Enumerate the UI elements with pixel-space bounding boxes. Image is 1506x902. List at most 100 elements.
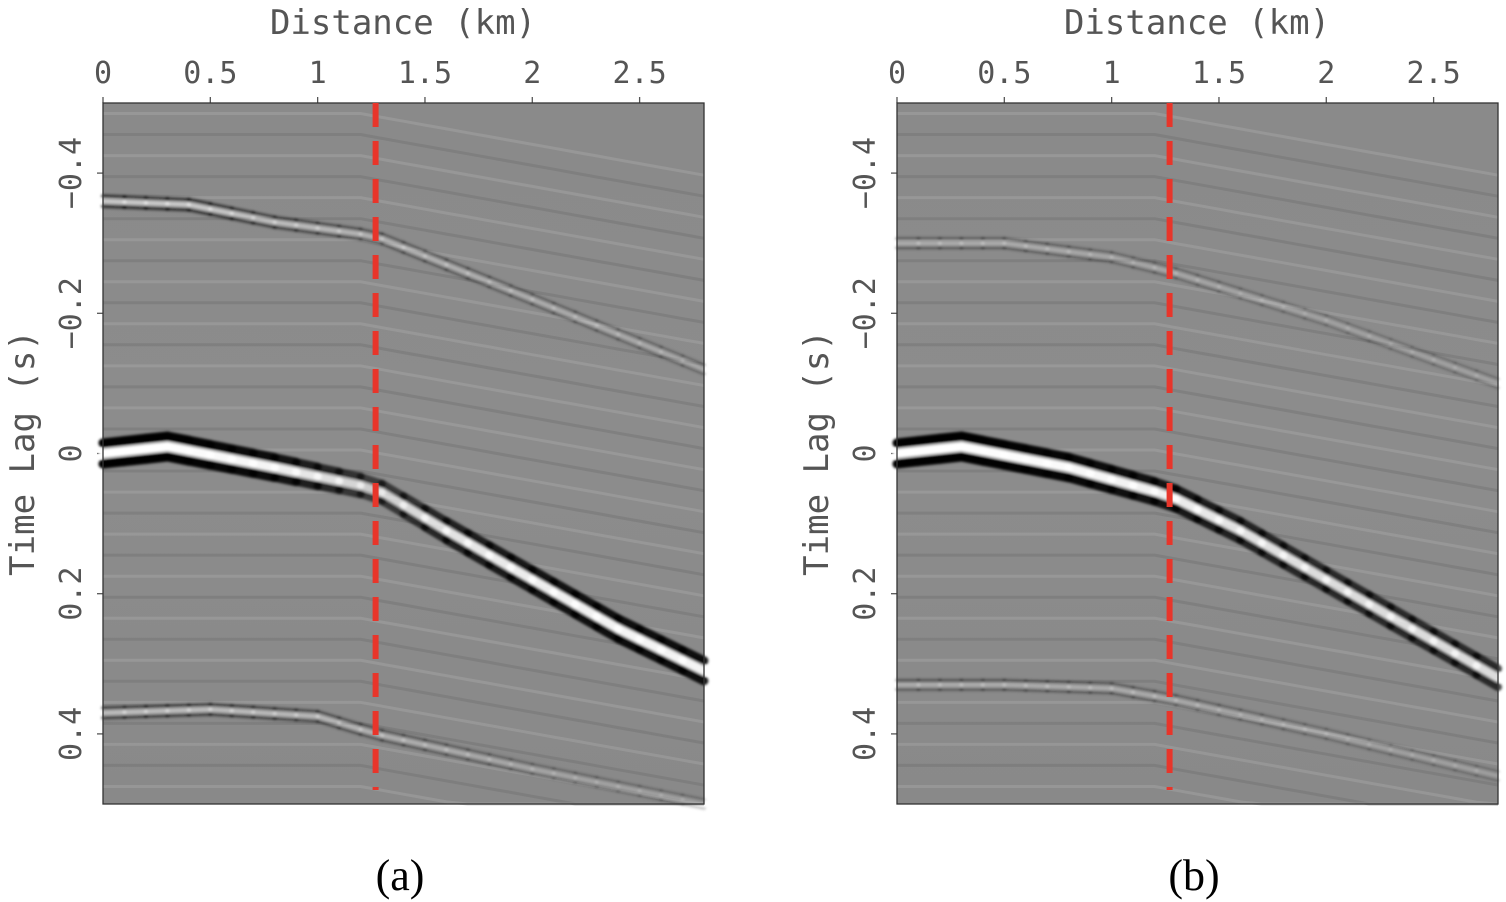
x-tick-label: 2.5 xyxy=(613,56,667,91)
event-wavelet-upper xyxy=(1431,357,1457,370)
event-wavelet-lower xyxy=(1066,680,1093,686)
event-wavelet-lower xyxy=(1002,687,1028,692)
event-wavelet-lower xyxy=(616,780,642,789)
event-wavelet-lower xyxy=(680,797,706,806)
event-wavelet-upper xyxy=(294,218,320,226)
event-wavelet-lower xyxy=(487,761,513,771)
event-wavelet-lower xyxy=(1431,762,1457,772)
event-wavelet-lower xyxy=(1260,717,1286,727)
event-wavelet-lower xyxy=(1023,687,1050,693)
event-wavelet-upper xyxy=(573,319,599,332)
event-wavelet-lower xyxy=(1324,732,1350,741)
event-wavelet-lower xyxy=(1238,708,1264,718)
event-wavelet-lower xyxy=(401,738,427,747)
noise-band xyxy=(897,322,1499,387)
noise-band xyxy=(897,742,1499,806)
event-wavelet-lower xyxy=(186,702,213,708)
event-wavelet-lower xyxy=(1217,712,1243,721)
event-wavelet-upper xyxy=(1367,330,1393,342)
noise-band xyxy=(897,112,1499,177)
event-wavelet-main xyxy=(1429,627,1460,649)
event-wavelet-main xyxy=(1322,575,1352,596)
event-wavelet-main xyxy=(1472,661,1503,682)
event-wavelet-main xyxy=(678,655,709,676)
event-wavelet-lower xyxy=(1023,683,1050,689)
event-wavelet-upper xyxy=(487,275,513,289)
event-wavelet-upper xyxy=(1367,338,1393,350)
event-wavelet-lower xyxy=(143,708,170,714)
event-wavelet-lower xyxy=(208,712,234,718)
x-axis-label: Distance (km) xyxy=(1064,3,1330,43)
event-wavelet-lower xyxy=(551,767,578,776)
event-wavelet-lower xyxy=(1345,737,1371,747)
event-wavelet-upper xyxy=(229,206,256,216)
event-wavelet-upper xyxy=(1066,245,1093,253)
event-wavelet-lower xyxy=(1152,698,1178,707)
event-wavelet-lower xyxy=(315,709,342,721)
event-wavelet-upper xyxy=(637,345,663,358)
event-wavelet-lower xyxy=(122,704,148,710)
event-wavelet-upper xyxy=(401,249,427,263)
event-wavelet-main xyxy=(1322,584,1352,606)
noise-band xyxy=(103,196,705,261)
event-wavelet-lower xyxy=(594,776,620,785)
x-tick-label: 1.5 xyxy=(398,56,452,91)
event-wavelet-lower xyxy=(1474,764,1500,774)
event-wavelet-upper xyxy=(1109,255,1135,265)
y-tick-label: −0.4 xyxy=(848,137,883,209)
event-wavelet-upper xyxy=(594,319,620,332)
event-wavelet-upper xyxy=(1195,274,1221,285)
event-wavelet-main xyxy=(678,645,709,666)
event-wavelet-main xyxy=(442,535,473,557)
event-wavelet-lower xyxy=(358,731,384,742)
event-wavelet-lower xyxy=(1088,681,1114,686)
event-wavelet-main xyxy=(1236,526,1266,547)
event-wavelet-lower xyxy=(1431,758,1457,768)
event-wavelet-main xyxy=(378,488,408,509)
event-wavelet-lower xyxy=(1045,680,1071,685)
event-wavelet-upper xyxy=(680,358,706,372)
y-tick-label: −0.2 xyxy=(54,277,89,349)
event-wavelet-main xyxy=(1429,637,1460,658)
event-wavelet-upper xyxy=(508,293,535,306)
noise-band xyxy=(103,532,705,598)
noise-band xyxy=(897,637,1499,703)
event-wavelet-lower xyxy=(594,780,620,789)
noise-band xyxy=(897,343,1499,408)
event-wavelet-upper xyxy=(186,207,213,217)
noise-band xyxy=(103,616,705,682)
event-wavelet-upper xyxy=(1410,354,1436,366)
event-wavelet-lower xyxy=(1023,679,1050,684)
y-axis-label: Time Lag (s) xyxy=(797,330,837,576)
noise-band xyxy=(897,280,1499,345)
noise-band xyxy=(897,721,1499,787)
noise-band xyxy=(103,679,705,745)
y-tick-label: −0.4 xyxy=(54,137,89,209)
noise-band xyxy=(103,112,705,177)
event-wavelet-upper xyxy=(337,229,363,237)
noise-band xyxy=(103,595,705,661)
event-wavelet-lower xyxy=(1174,694,1200,703)
event-wavelet-lower xyxy=(380,733,406,743)
event-wavelet-lower xyxy=(1388,743,1414,753)
event-wavelet-upper xyxy=(1088,256,1114,264)
event-wavelet-lower xyxy=(423,738,449,748)
event-wavelet-upper xyxy=(551,301,578,315)
noise-band xyxy=(103,343,705,408)
noise-band xyxy=(897,595,1499,661)
event-wavelet-upper xyxy=(508,284,535,297)
event-wavelet-lower xyxy=(466,752,492,762)
event-wavelet-upper xyxy=(1410,346,1436,358)
event-wavelet-lower xyxy=(1388,751,1414,761)
event-wavelet-upper xyxy=(1023,244,1050,251)
event-wavelet-lower xyxy=(1174,698,1200,707)
event-wavelet-upper xyxy=(1195,278,1221,289)
event-wavelet-upper xyxy=(380,236,406,250)
event-wavelet-lower xyxy=(1088,690,1114,695)
event-wavelet-lower xyxy=(1217,703,1243,713)
event-wavelet-upper xyxy=(530,301,556,315)
event-wavelet-upper xyxy=(1453,361,1479,374)
plot-frame xyxy=(102,102,705,805)
event-wavelet-lower xyxy=(315,714,342,725)
event-wavelet-upper xyxy=(100,203,127,210)
